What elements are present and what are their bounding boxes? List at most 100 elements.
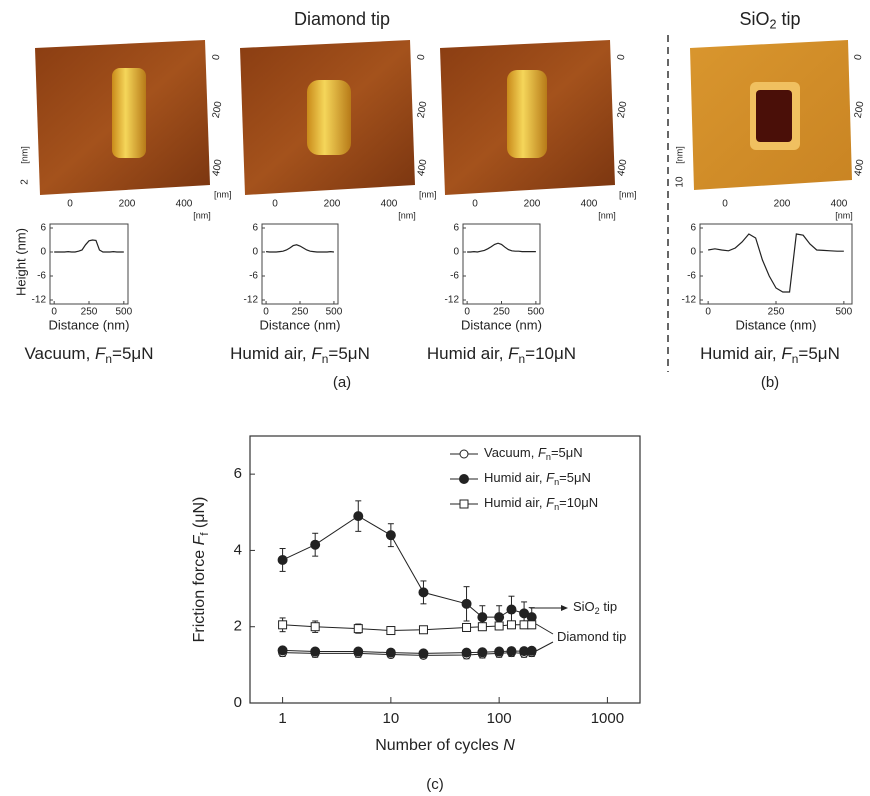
afm-tick-label: 400 xyxy=(176,199,193,210)
text-part: Vacuum, xyxy=(484,445,538,460)
afm-tick-label: 200 xyxy=(774,199,791,210)
text-part: N xyxy=(503,737,515,754)
afm-hole xyxy=(756,90,792,142)
text-part: =10μN xyxy=(525,344,576,363)
profile-line xyxy=(54,239,124,253)
afm-tick-label: 0 xyxy=(616,53,628,61)
x-tick-label: 250 xyxy=(81,307,98,318)
plot-frame xyxy=(249,435,641,704)
text-part: =5μN xyxy=(798,344,839,363)
marker xyxy=(494,612,505,623)
text-part: F xyxy=(781,344,793,363)
caption: Humid air, Fn=5μN xyxy=(700,344,840,366)
marker xyxy=(506,646,517,657)
x-tick-label: 0 xyxy=(263,307,269,318)
legend-label: Humid air, Fn=5μN xyxy=(484,470,591,487)
y-tick-label: 6 xyxy=(40,223,46,234)
afm-tick-label: 400 xyxy=(853,158,867,177)
x-tick-label: 1 xyxy=(278,710,286,727)
y-tick-label: 0 xyxy=(234,694,242,711)
x-tick-label: 500 xyxy=(528,307,545,318)
series-line xyxy=(282,515,532,618)
afm-feature xyxy=(112,68,146,158)
text-part: F xyxy=(95,344,107,363)
marker xyxy=(459,449,469,459)
plot-frame xyxy=(261,223,339,305)
profile-line xyxy=(266,244,334,253)
afm-unit: [nm] xyxy=(598,210,616,220)
marker xyxy=(278,620,288,630)
text-part: F xyxy=(546,495,555,510)
x-tick-label: 0 xyxy=(464,307,470,318)
x-tick-label: 250 xyxy=(768,307,785,318)
marker xyxy=(527,620,537,630)
marker xyxy=(277,645,288,656)
y-tick-label: 0 xyxy=(690,247,696,258)
text-part: F xyxy=(546,470,555,485)
text-part: n xyxy=(519,352,526,366)
sio2-title: SiO2 tip xyxy=(739,9,800,32)
y-tick-label: -12 xyxy=(32,295,47,306)
marker xyxy=(506,620,516,630)
marker xyxy=(477,647,488,658)
text-part: =10μN xyxy=(559,495,598,510)
afm-tick-label: 0 xyxy=(853,53,865,61)
marker xyxy=(310,646,321,657)
afm-tick-label: 400 xyxy=(616,158,630,177)
afm-tick-label: 0 xyxy=(272,199,278,210)
marker xyxy=(459,499,469,509)
afm-tick-label: 200 xyxy=(616,100,630,119)
text-part: n xyxy=(792,352,799,366)
marker xyxy=(353,511,364,522)
marker xyxy=(519,620,529,630)
afm-unit: [nm] xyxy=(398,210,416,220)
marker xyxy=(385,530,396,541)
y-tick-label: -12 xyxy=(244,295,259,306)
caption: Humid air, Fn=10μN xyxy=(427,344,576,366)
afm-tick-label: 0 xyxy=(211,53,223,61)
text-part: n xyxy=(322,352,329,366)
y-tick-label: -6 xyxy=(450,271,459,282)
text-part: F xyxy=(191,534,208,545)
afm-tick-label: 400 xyxy=(381,199,398,210)
x-axis-label: Distance (nm) xyxy=(260,317,341,332)
marker xyxy=(418,625,428,635)
text-part: Humid air, xyxy=(484,495,546,510)
marker xyxy=(526,645,537,656)
text-part: =5μN xyxy=(328,344,369,363)
y-tick-label: 6 xyxy=(252,223,258,234)
plot-frame xyxy=(699,223,853,305)
afm-tick-label: 0 xyxy=(67,199,73,210)
text-part: 2 xyxy=(595,606,600,616)
text-part: SiO xyxy=(573,599,595,614)
marker xyxy=(353,624,363,634)
text-part: tip xyxy=(777,9,801,29)
x-tick-label: 0 xyxy=(705,307,711,318)
afm-unit: [nm] xyxy=(619,189,637,199)
afm-images xyxy=(35,40,852,195)
marker xyxy=(277,554,288,565)
x-tick-label: 500 xyxy=(326,307,343,318)
profile-line xyxy=(467,242,536,253)
diamond-title: Diamond tip xyxy=(294,9,390,29)
marker xyxy=(418,648,429,659)
afm-unit: [nm] xyxy=(674,146,684,164)
afm-tick-label: 200 xyxy=(119,199,136,210)
text-part: F xyxy=(538,445,547,460)
afm-tick-label: 400 xyxy=(211,158,225,177)
afm-unit: [nm] xyxy=(419,189,437,199)
y-tick-label: 6 xyxy=(690,223,696,234)
afm-tick-label: 200 xyxy=(853,100,867,119)
caption: Vacuum, Fn=5μN xyxy=(24,344,153,366)
afm-tick-label: 200 xyxy=(524,199,541,210)
y-tick-label: 0 xyxy=(453,247,459,258)
series-line xyxy=(282,624,532,632)
x-tick-label: 250 xyxy=(493,307,510,318)
height-label: Height (nm) xyxy=(13,228,28,296)
x-tick-label: 500 xyxy=(836,307,853,318)
text-part: Diamond tip xyxy=(557,629,626,644)
afm-tick-label: 200 xyxy=(416,100,430,119)
legend-label: Humid air, Fn=10μN xyxy=(484,495,598,512)
marker xyxy=(477,612,488,623)
